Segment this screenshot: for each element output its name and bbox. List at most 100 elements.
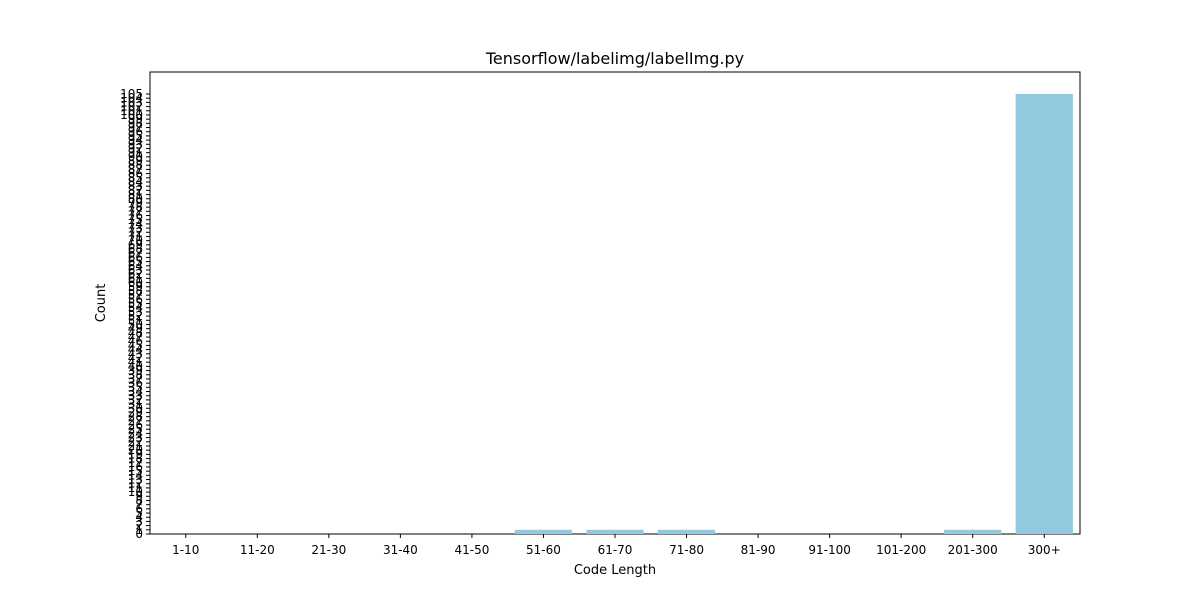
y-tick-label: 80: [128, 192, 143, 206]
y-tick-label: 11: [128, 481, 143, 495]
y-tick-label: 41: [128, 355, 143, 369]
y-tick-label: 23: [128, 431, 143, 445]
y-axis-ticks: 0123456789101112131415161718192021222324…: [120, 87, 150, 541]
y-tick-label: 8: [135, 493, 143, 507]
y-tick-label: 96: [128, 125, 143, 139]
y-tick-label: 85: [128, 171, 143, 185]
y-tick-label: 103: [120, 95, 143, 109]
y-tick-label: 27: [128, 414, 143, 428]
y-tick-label: 19: [128, 447, 143, 461]
y-tick-label: 10: [128, 485, 143, 499]
y-tick-label: 77: [128, 204, 143, 218]
y-tick-label: 65: [128, 255, 143, 269]
y-tick-label: 100: [120, 108, 143, 122]
y-tick-label: 58: [128, 284, 143, 298]
y-tick-label: 72: [128, 225, 143, 239]
x-tick-label: 61-70: [598, 543, 633, 557]
bar-300+: [1015, 94, 1073, 534]
y-tick-label: 51: [128, 313, 143, 327]
y-tick-label: 102: [120, 100, 143, 114]
bars-group: [514, 94, 1073, 534]
y-tick-label: 104: [120, 91, 143, 105]
y-tick-label: 76: [128, 209, 143, 223]
y-tick-label: 81: [128, 188, 143, 202]
x-tick-label: 21-30: [311, 543, 346, 557]
y-tick-label: 52: [128, 309, 143, 323]
y-tick-label: 59: [128, 280, 143, 294]
y-tick-label: 48: [128, 326, 143, 340]
x-tick-label: 91-100: [808, 543, 851, 557]
y-tick-label: 44: [128, 343, 143, 357]
y-tick-label: 66: [128, 250, 143, 264]
y-tick-label: 86: [128, 167, 143, 181]
y-tick-label: 3: [135, 514, 143, 528]
y-tick-label: 95: [128, 129, 143, 143]
bar-61-70: [586, 529, 644, 534]
y-tick-label: 71: [128, 229, 143, 243]
y-tick-label: 94: [128, 133, 143, 147]
y-tick-label: 20: [128, 443, 143, 457]
y-tick-label: 13: [128, 473, 143, 487]
x-tick-label: 31-40: [383, 543, 418, 557]
y-tick-label: 50: [128, 317, 143, 331]
y-tick-label: 14: [128, 468, 143, 482]
y-tick-label: 16: [128, 460, 143, 474]
x-tick-label: 1-10: [172, 543, 199, 557]
y-tick-label: 49: [128, 322, 143, 336]
y-tick-label: 60: [128, 276, 143, 290]
y-tick-label: 34: [128, 385, 143, 399]
y-tick-label: 74: [128, 217, 143, 231]
y-tick-label: 18: [128, 452, 143, 466]
y-tick-label: 84: [128, 175, 143, 189]
y-tick-label: 30: [128, 401, 143, 415]
y-tick-label: 73: [128, 221, 143, 235]
y-tick-label: 78: [128, 200, 143, 214]
y-tick-label: 87: [128, 162, 143, 176]
y-tick-label: 54: [128, 301, 143, 315]
y-tick-label: 45: [128, 338, 143, 352]
y-tick-label: 40: [128, 359, 143, 373]
y-tick-label: 32: [128, 393, 143, 407]
x-tick-label: 101-200: [876, 543, 926, 557]
y-tick-label: 26: [128, 418, 143, 432]
y-tick-label: 17: [128, 456, 143, 470]
y-tick-label: 33: [128, 389, 143, 403]
y-tick-label: 21: [128, 439, 143, 453]
y-tick-label: 24: [128, 426, 143, 440]
y-tick-label: 92: [128, 141, 143, 155]
y-tick-label: 70: [128, 234, 143, 248]
y-tick-label: 46: [128, 334, 143, 348]
y-tick-label: 39: [128, 364, 143, 378]
y-tick-label: 42: [128, 351, 143, 365]
y-tick-label: 63: [128, 263, 143, 277]
y-tick-label: 61: [128, 271, 143, 285]
y-tick-label: 12: [128, 477, 143, 491]
y-tick-label: 105: [120, 87, 143, 101]
y-tick-label: 82: [128, 183, 143, 197]
y-tick-label: 97: [128, 121, 143, 135]
y-tick-label: 7: [135, 498, 143, 512]
y-tick-label: 88: [128, 158, 143, 172]
y-tick-label: 62: [128, 267, 143, 281]
y-tick-label: 55: [128, 297, 143, 311]
x-axis-ticks: 1-10 11-20 21-30 31-40 41-50 51-60 61-70 71-80 8…: [172, 534, 1061, 557]
x-tick-label: 71-80: [669, 543, 704, 557]
y-tick-label: 89: [128, 154, 143, 168]
bar-201-300: [944, 529, 1002, 534]
y-tick-label: 75: [128, 213, 143, 227]
y-tick-label: 98: [128, 116, 143, 130]
y-tick-label: 31: [128, 397, 143, 411]
y-tick-label: 4: [135, 510, 143, 524]
y-tick-label: 90: [128, 150, 143, 164]
y-tick-label: 83: [128, 179, 143, 193]
x-tick-label: 11-20: [240, 543, 275, 557]
bar-51-60: [514, 529, 573, 534]
y-tick-label: 93: [128, 137, 143, 151]
y-tick-label: 69: [128, 238, 143, 252]
x-tick-label: 81-90: [741, 543, 776, 557]
y-tick-label: 36: [128, 376, 143, 390]
y-tick-label: 0: [135, 527, 143, 541]
chart-title: Tensorflow/labelimg/labelImg.py: [485, 49, 744, 68]
